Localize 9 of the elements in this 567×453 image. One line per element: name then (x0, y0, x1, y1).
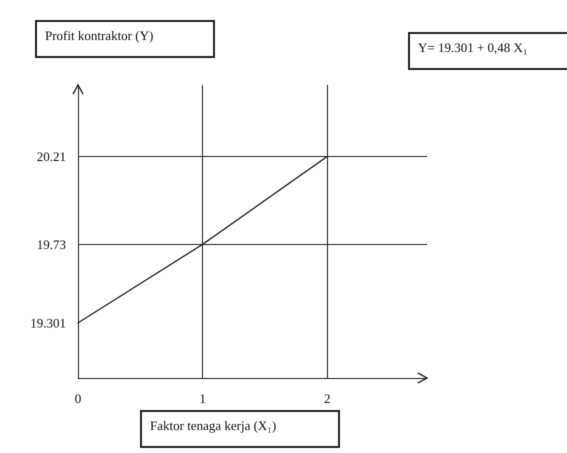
x-tick-label: 2 (324, 391, 331, 406)
y-axis-title: Profit kontraktor (Y) (35, 20, 215, 58)
x-tick-label: 1 (199, 391, 206, 406)
y-tick-label: 19.301 (30, 315, 66, 330)
y-tick-label: 19.73 (36, 236, 66, 252)
y-tick-label: 20.21 (36, 148, 66, 164)
x-tick-label: 0 (74, 391, 82, 406)
x-axis-title: Faktor tenaga kerja (X₁) (140, 410, 340, 448)
text: Y= 19.301 + 0,48 X₁ (408, 32, 567, 70)
